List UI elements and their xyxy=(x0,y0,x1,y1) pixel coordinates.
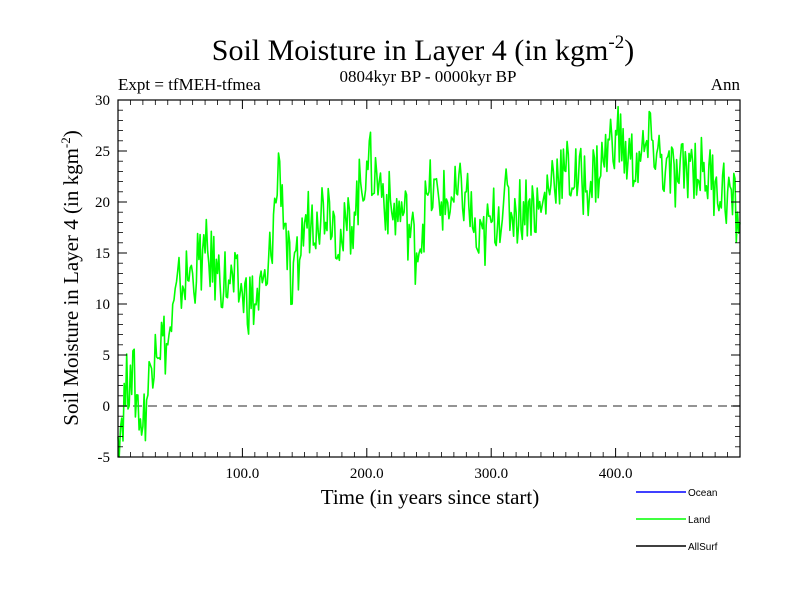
plot-frame xyxy=(117,99,741,458)
legend-label-ocean: Ocean xyxy=(688,488,717,499)
legend-label-land: Land xyxy=(688,515,710,526)
period-label: 0804kyr BP - 0000kyr BP xyxy=(340,67,517,86)
x-tick-label: 300.0 xyxy=(474,466,508,482)
season-label: Ann xyxy=(711,75,741,94)
y-tick-label: 10 xyxy=(95,297,110,313)
y-tick-label: -5 xyxy=(98,450,111,466)
x-axis-label: Time (in years since start) xyxy=(321,485,540,509)
y-axis-label: Soil Moisture in Layer 4 (in kgm-2) xyxy=(58,130,83,425)
legend-label-allsurf: AllSurf xyxy=(688,542,718,553)
y-tick-label: 30 xyxy=(95,93,110,109)
series-land-line xyxy=(117,105,741,458)
plot-area xyxy=(117,105,741,458)
x-tick-label: 200.0 xyxy=(350,466,384,482)
chart-title: Soil Moisture in Layer 4 (in kgm-2) xyxy=(212,32,634,67)
axes: -5 0 5 10 15 20 25 30 100.0 200.0 300.0 400.0 xyxy=(95,93,740,482)
x-tick-label: 100.0 xyxy=(226,466,260,482)
y-tick-label: 0 xyxy=(103,399,111,415)
y-tick-label: 20 xyxy=(95,195,110,211)
y-tick-label: 25 xyxy=(95,144,110,160)
x-tick-label: 400.0 xyxy=(599,466,633,482)
y-tick-label: 5 xyxy=(103,348,111,364)
legend: Ocean Land AllSurf xyxy=(636,488,718,553)
y-tick-label: 15 xyxy=(95,246,110,262)
experiment-label: Expt = tfMEH-tfmea xyxy=(118,75,261,94)
